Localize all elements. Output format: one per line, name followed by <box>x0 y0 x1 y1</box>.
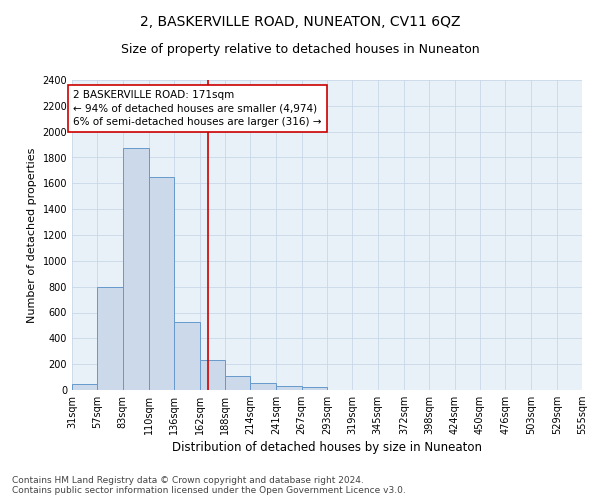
Text: Contains HM Land Registry data © Crown copyright and database right 2024.
Contai: Contains HM Land Registry data © Crown c… <box>12 476 406 495</box>
Bar <box>97 286 122 390</box>
Bar <box>302 388 327 390</box>
Bar <box>199 360 225 390</box>
Y-axis label: Number of detached properties: Number of detached properties <box>27 148 37 322</box>
Bar <box>149 177 174 390</box>
Bar <box>174 322 200 390</box>
Bar <box>72 384 97 390</box>
Text: 2, BASKERVILLE ROAD, NUNEATON, CV11 6QZ: 2, BASKERVILLE ROAD, NUNEATON, CV11 6QZ <box>140 15 460 29</box>
Bar <box>277 386 302 390</box>
Bar <box>122 148 149 390</box>
Bar <box>225 376 250 390</box>
X-axis label: Distribution of detached houses by size in Nuneaton: Distribution of detached houses by size … <box>172 442 482 454</box>
Bar <box>250 383 277 390</box>
Text: 2 BASKERVILLE ROAD: 171sqm
← 94% of detached houses are smaller (4,974)
6% of se: 2 BASKERVILLE ROAD: 171sqm ← 94% of deta… <box>73 90 322 126</box>
Text: Size of property relative to detached houses in Nuneaton: Size of property relative to detached ho… <box>121 42 479 56</box>
